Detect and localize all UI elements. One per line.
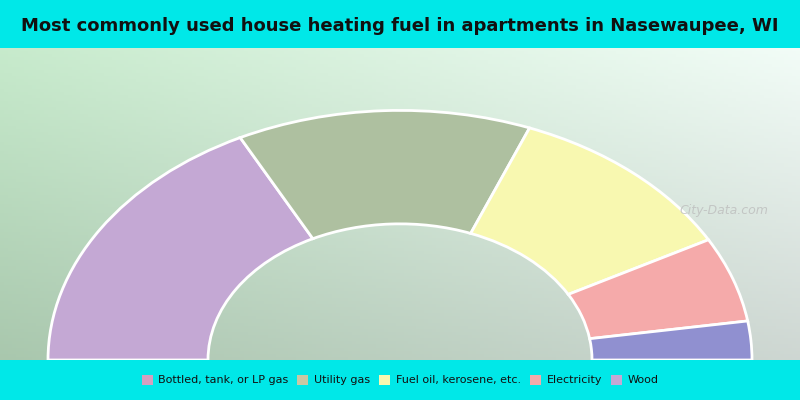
Text: City-Data.com: City-Data.com [679, 204, 768, 217]
Wedge shape [240, 110, 530, 239]
Legend: Bottled, tank, or LP gas, Utility gas, Fuel oil, kerosene, etc., Electricity, Wo: Bottled, tank, or LP gas, Utility gas, F… [138, 371, 662, 389]
Wedge shape [568, 240, 748, 339]
Wedge shape [48, 138, 313, 360]
Wedge shape [470, 128, 709, 294]
Wedge shape [590, 321, 752, 360]
Text: Most commonly used house heating fuel in apartments in Nasewaupee, WI: Most commonly used house heating fuel in… [22, 17, 778, 35]
